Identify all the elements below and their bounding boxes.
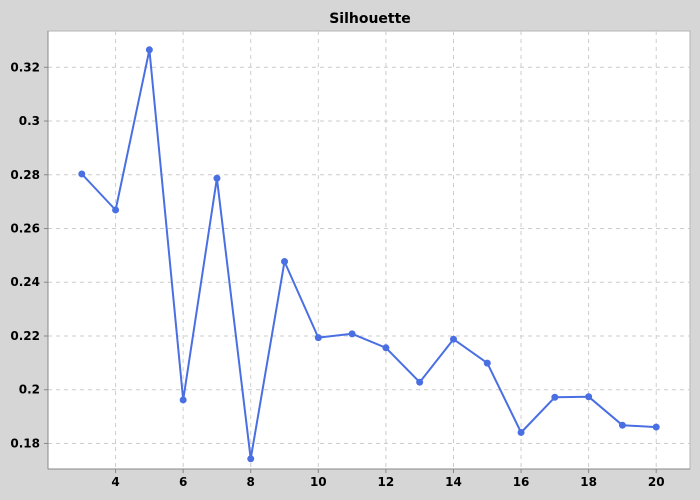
data-point — [112, 206, 120, 214]
x-tick-label: 4 — [111, 475, 119, 489]
data-point — [247, 455, 255, 463]
data-point — [652, 423, 660, 431]
x-tick-label: 18 — [580, 475, 597, 489]
axes — [44, 31, 690, 473]
y-tick-label: 0.26 — [10, 222, 40, 236]
y-tick-label: 0.32 — [10, 60, 40, 74]
data-point — [483, 359, 491, 367]
series-line — [81, 48, 657, 460]
tick-labels: 4 6 8 10 12 14 16 18 20 0.18 0.2 0.22 0.24 0.26 0.28 0.… — [10, 60, 664, 489]
data-point — [213, 174, 221, 182]
x-tick-label: 20 — [648, 475, 665, 489]
y-tick-label: 0.22 — [10, 329, 40, 343]
data-point — [416, 378, 424, 386]
x-tick-label: 10 — [310, 475, 327, 489]
x-tick-label: 12 — [378, 475, 395, 489]
y-tick-label: 0.24 — [10, 275, 40, 289]
x-tick-label: 16 — [513, 475, 530, 489]
x-tick-label: 8 — [247, 475, 255, 489]
y-tick-label: 0.2 — [19, 383, 40, 397]
data-point — [281, 258, 289, 266]
data-point — [179, 396, 187, 404]
data-point — [145, 46, 153, 54]
y-tick-label: 0.3 — [19, 114, 40, 128]
y-tick-label: 0.18 — [10, 436, 40, 450]
x-tick-label: 14 — [445, 475, 462, 489]
data-point — [314, 334, 322, 342]
chart-title: Silhouette — [329, 11, 411, 27]
data-point — [382, 344, 390, 352]
grid — [48, 31, 690, 469]
x-tick-label: 6 — [179, 475, 187, 489]
data-point — [78, 170, 86, 178]
series — [78, 46, 660, 463]
data-point — [551, 393, 559, 401]
data-point — [618, 421, 626, 429]
y-tick-label: 0.28 — [10, 168, 40, 182]
data-point — [585, 393, 593, 401]
plot-background — [47, 30, 691, 470]
data-point — [517, 428, 525, 436]
data-point — [449, 335, 457, 343]
data-point — [348, 330, 356, 338]
